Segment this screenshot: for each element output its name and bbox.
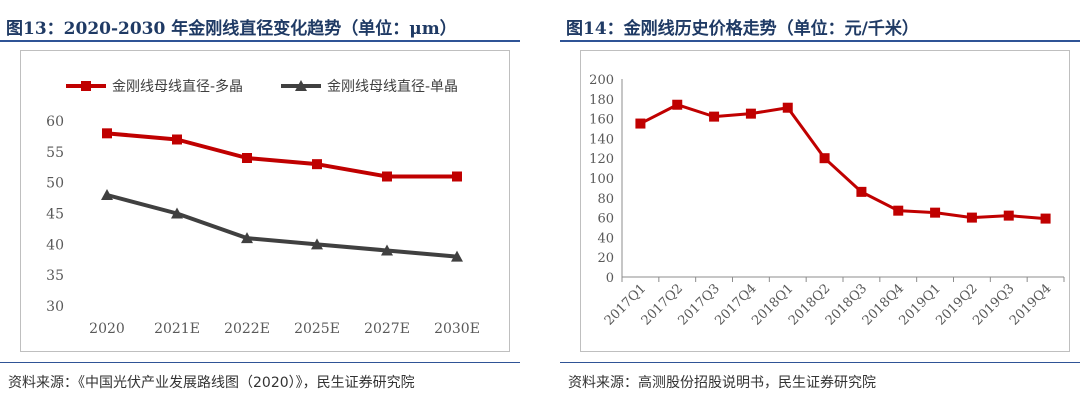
right-series-1-point	[856, 186, 867, 197]
left-y-tick-label: 60	[46, 114, 64, 130]
right-series-1-line	[639, 103, 1046, 221]
left-y-tick-label: 50	[46, 176, 64, 192]
right-y-tick-label: 0	[606, 271, 614, 286]
left-series-2-point	[241, 232, 253, 244]
right-y-tick-label: 100	[589, 172, 614, 187]
left-series-1-point	[242, 153, 252, 163]
left-series-1-point	[312, 159, 322, 170]
right-series-1-point	[782, 102, 793, 113]
left-x-tick-label: 2021E	[154, 321, 200, 337]
right-y-tick-label: 180	[589, 93, 614, 108]
left-x-tick-label: 2022E	[224, 321, 270, 337]
left-series-1-point	[452, 171, 462, 182]
left-x-tick-label: 2025E	[294, 321, 340, 337]
right-y-tick-label: 160	[589, 113, 614, 128]
left-figure-title: 图13：2020-2030 年金刚线直径变化趋势（单位：μm）	[6, 19, 457, 39]
left-series-2-point	[101, 189, 113, 200]
left-legend-1-marker	[81, 81, 91, 91]
right-series-1-point	[893, 205, 904, 216]
right-y-tick-label: 20	[597, 251, 614, 266]
right-series-1-point	[635, 118, 646, 129]
left-bottom-rule	[0, 362, 520, 363]
left-figure-panel: 图13：2020-2030 年金刚线直径变化趋势（单位：μm） 30 35 40 45…	[0, 0, 520, 408]
right-y-tick-label: 80	[597, 192, 614, 207]
left-x-tick-label: 2020	[89, 321, 125, 337]
right-source-note: 资料来源：高测股份招股说明书，民生证券研究院	[568, 375, 876, 391]
left-legend-2-marker	[295, 80, 307, 91]
right-chart-frame	[580, 50, 1070, 352]
right-series-1-point	[709, 111, 720, 122]
left-y-tick-label: 45	[46, 207, 64, 223]
left-y-tick-label: 35	[46, 268, 64, 284]
right-y-tick-label: 40	[597, 231, 614, 246]
left-line-chart: 30 35 40 45 50 55 60 2020 2021E 2022E 2025E 2027E 20…	[46, 78, 480, 337]
right-series-1-point	[819, 153, 830, 164]
right-series-1-point	[966, 212, 977, 223]
left-series-2-point	[311, 238, 323, 250]
left-source-note: 资料来源：《中国光伏产业发展路线图（2020）》，民生证券研究院	[8, 375, 415, 391]
right-series-1-point	[1003, 210, 1014, 221]
left-chart-frame	[20, 50, 510, 352]
left-series-2-point	[451, 250, 463, 262]
right-series-1-point	[672, 99, 683, 110]
left-title-rule	[0, 40, 520, 42]
right-figure-panel: 图14：金刚线历史价格走势（单位：元/千米） 0 20 40 60 80 100 120 14…	[560, 0, 1080, 408]
left-x-tick-label: 2027E	[364, 321, 410, 337]
right-title-rule	[560, 40, 1080, 42]
left-legend-1-label: 金刚线母线直径-多晶	[112, 78, 243, 95]
left-series-2-point	[171, 207, 183, 219]
right-figure-title: 图14：金刚线历史价格走势（单位：元/千米）	[566, 19, 919, 39]
right-series-1-point	[930, 207, 941, 218]
right-bottom-rule	[560, 362, 1080, 363]
right-y-tick-label: 60	[597, 212, 614, 227]
left-legend-2-label: 金刚线母线直径-单晶	[327, 78, 458, 95]
left-series-1-line	[106, 131, 457, 179]
left-x-tick-label: 2030E	[434, 321, 480, 337]
left-series-1-point	[102, 128, 112, 139]
left-series-1-point	[172, 134, 182, 145]
left-y-tick-label: 55	[46, 145, 64, 161]
right-y-tick-label: 200	[589, 73, 614, 88]
right-y-tick-label: 120	[589, 152, 614, 167]
right-x-tick-label: 2019Q4	[1007, 281, 1054, 328]
right-line-chart: 0204060801001201401601802002017Q12017Q22…	[589, 73, 1065, 329]
left-series-1-point	[382, 171, 392, 182]
left-y-tick-label: 40	[46, 237, 64, 253]
left-series-2-line	[106, 193, 458, 259]
right-y-tick-label: 140	[589, 132, 614, 147]
left-series-2-point	[381, 244, 393, 256]
right-series-1-point	[1040, 213, 1051, 224]
left-y-tick-label: 30	[46, 299, 64, 315]
right-series-1-point	[745, 108, 756, 119]
